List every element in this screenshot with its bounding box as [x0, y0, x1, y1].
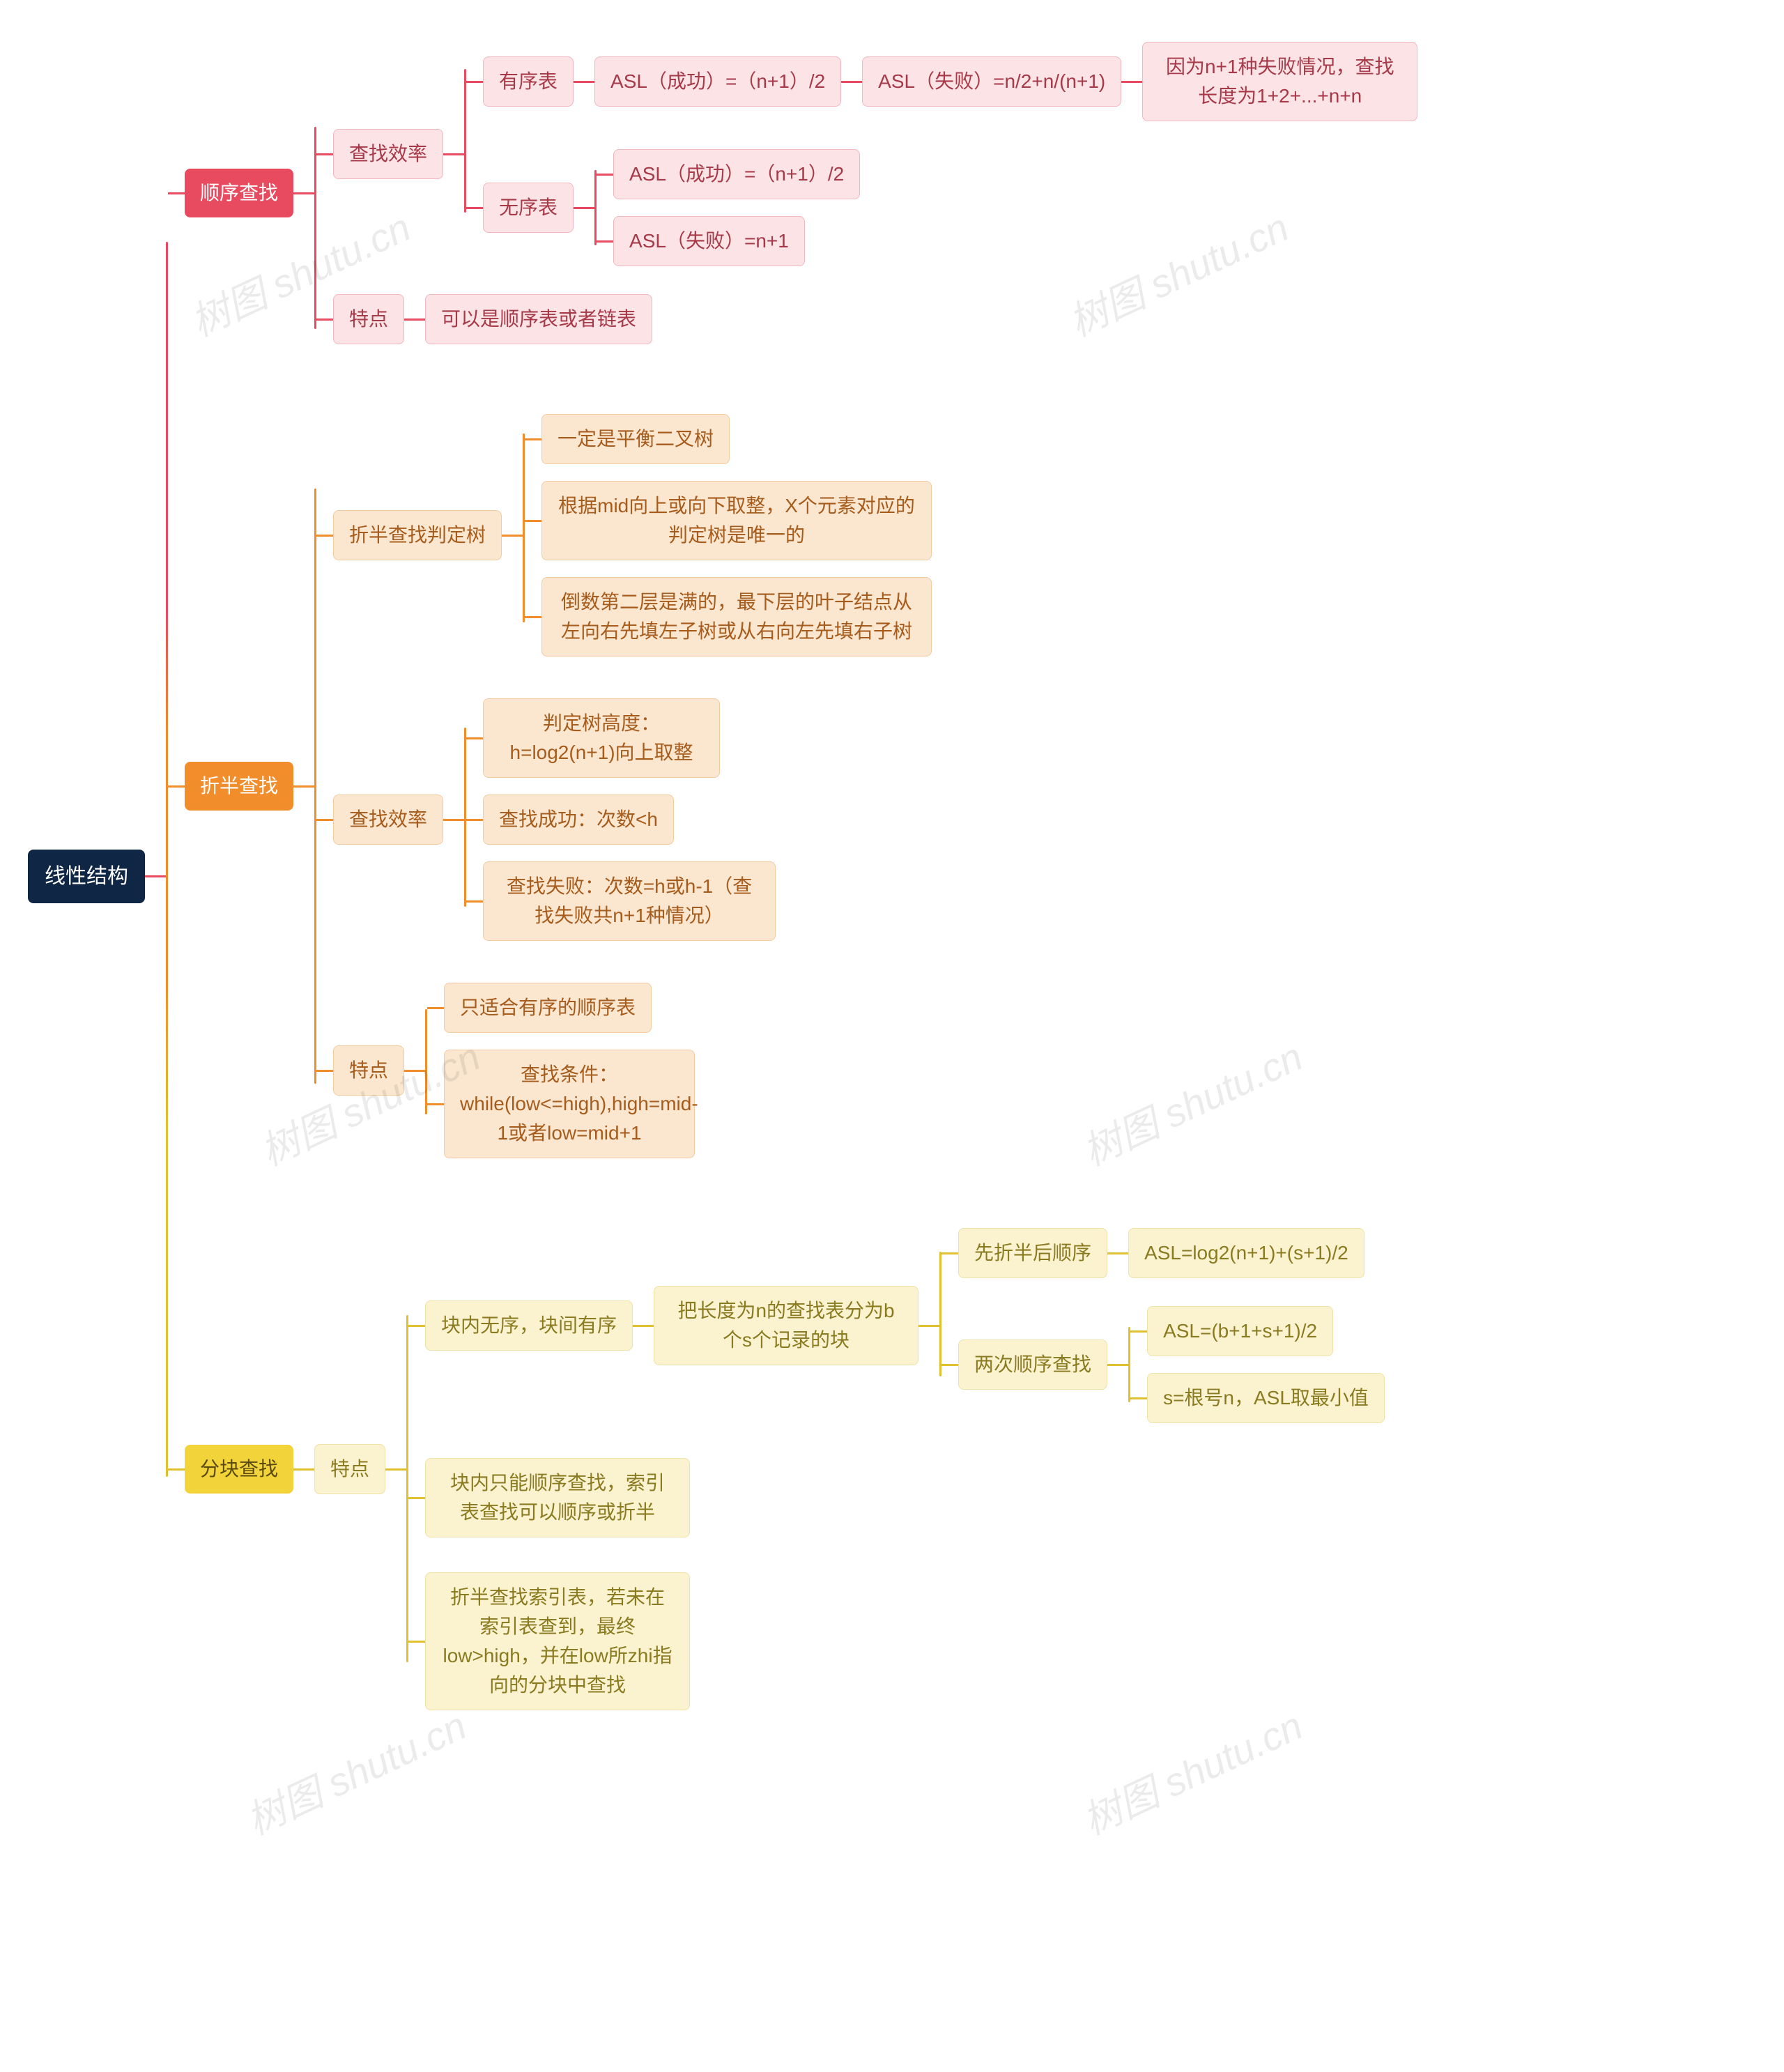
node-ordered-asl-success: ASL（成功）=（n+1）/2 — [594, 56, 841, 107]
node-bin-feat-2: 查找条件：while(low<=high),high=mid-1或者low=mi… — [444, 1050, 695, 1158]
watermark-text: 树图 shutu.cn — [1072, 1695, 1311, 1846]
node-unordered-list: 无序表 — [483, 183, 574, 233]
node-unordered-asl-success: ASL（成功）=（n+1）/2 — [613, 149, 860, 199]
node-block-search: 分块查找 — [185, 1445, 293, 1494]
node-block-feature: 特点 — [314, 1444, 385, 1494]
node-bin-tree-3: 倒数第二层是满的，最下层的叶子结点从左向右先填左子树或从右向左先填右子树 — [541, 577, 932, 657]
node-block-feat3: 折半查找索引表，若未在索引表查到，最终low>high，并在low所zhi指向的… — [425, 1572, 690, 1710]
node-bin-eff-3: 查找失败：次数=h或h-1（查找失败共n+1种情况） — [483, 861, 776, 941]
node-bin-eff-1: 判定树高度：h=log2(n+1)向上取整 — [483, 698, 720, 778]
node-block-method1: 先折半后顺序 — [958, 1228, 1107, 1278]
node-block-method1-asl: ASL=log2(n+1)+(s+1)/2 — [1128, 1228, 1364, 1278]
node-bin-feature: 特点 — [333, 1045, 404, 1096]
node-binary-search: 折半查找 — [185, 762, 293, 811]
node-bin-tree-1: 一定是平衡二叉树 — [541, 414, 730, 464]
root-node: 线性结构 — [28, 850, 145, 903]
node-seq-feature-detail: 可以是顺序表或者链表 — [425, 294, 652, 344]
node-bin-feat-1: 只适合有序的顺序表 — [444, 983, 652, 1033]
node-block-divide: 把长度为n的查找表分为b个s个记录的块 — [654, 1286, 918, 1365]
node-ordered-list: 有序表 — [483, 56, 574, 107]
node-ordered-asl-fail: ASL（失败）=n/2+n/(n+1) — [862, 56, 1121, 107]
node-seq-efficiency: 查找效率 — [333, 129, 443, 179]
branch-sequential-search: 顺序查找 查找效率 有序表 ASL（成功）=（ — [168, 42, 1417, 344]
node-bin-tree: 折半查找判定树 — [333, 510, 502, 560]
node-bin-tree-2: 根据mid向上或向下取整，X个元素对应的判定树是唯一的 — [541, 481, 932, 560]
node-ordered-fail-reason: 因为n+1种失败情况，查找长度为1+2+...+n+n — [1142, 42, 1417, 121]
node-block-feat2: 块内只能顺序查找，索引表查找可以顺序或折半 — [425, 1458, 690, 1537]
node-seq-feature: 特点 — [333, 294, 404, 344]
node-bin-efficiency: 查找效率 — [333, 795, 443, 845]
branch-binary-search: 折半查找 折半查找判定树 一定是平衡二叉树 根据mid向上或向下取整，X个元素对… — [168, 414, 1417, 1158]
node-block-method2-min: s=根号n，ASL取最小值 — [1147, 1373, 1385, 1423]
node-bin-eff-2: 查找成功：次数<h — [483, 795, 674, 845]
node-block-order: 块内无序，块间有序 — [425, 1300, 633, 1351]
mindmap-root-container: 线性结构 顺序查找 查找效率 — [28, 42, 1756, 1710]
watermark-text: 树图 shutu.cn — [236, 1695, 475, 1846]
node-unordered-asl-fail: ASL（失败）=n+1 — [613, 216, 805, 266]
branch-block-search: 分块查找 特点 块内无序，块间有序 把长度为n的查找表分为b个s个记录的块 — [168, 1228, 1417, 1710]
node-block-method2: 两次顺序查找 — [958, 1340, 1107, 1390]
node-sequential-search: 顺序查找 — [185, 169, 293, 217]
node-block-method2-asl: ASL=(b+1+s+1)/2 — [1147, 1306, 1333, 1356]
